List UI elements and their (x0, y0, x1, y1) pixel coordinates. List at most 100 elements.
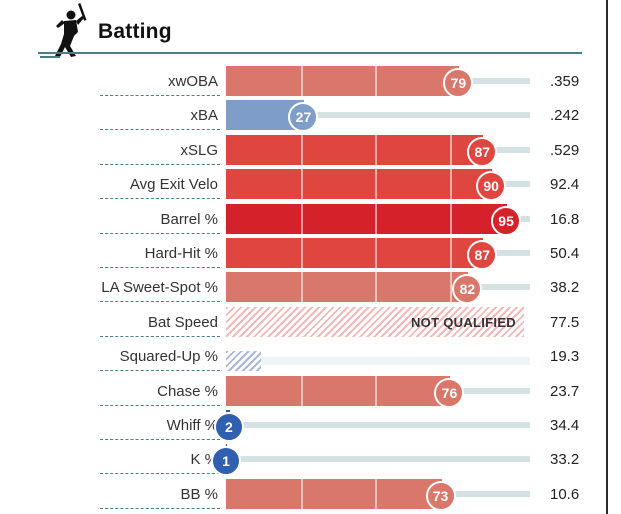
stat-label: xwOBA (167, 73, 218, 90)
row-separator (100, 198, 220, 200)
row-separator (100, 507, 220, 509)
quartile-divider (300, 134, 303, 165)
stat-row-hard-hit: Hard-Hit % 87 50.4 (0, 236, 606, 270)
quartile-divider (449, 169, 452, 200)
quartile-divider (375, 238, 377, 268)
percentile-bar (226, 66, 460, 96)
stat-label: Avg Exit Velo (129, 176, 218, 194)
unqualified-hatched-bar (226, 351, 261, 372)
stat-value: 19.3 (550, 348, 580, 366)
row-separator (100, 129, 220, 131)
section-title: Batting (98, 20, 172, 43)
percentile-badge: 87 (467, 136, 498, 167)
stat-label: LA Sweet-Spot % (101, 279, 218, 297)
stat-label: Squared-Up % (119, 348, 218, 366)
stat-value: 10.6 (550, 485, 580, 503)
stat-row-avg-exit-velo: Avg Exit Velo 90 92.4 (0, 167, 606, 202)
stat-row-barrel: Barrel % 95 16.8 (0, 202, 606, 236)
stat-label: Hard-Hit % (144, 245, 218, 262)
stat-row-bat-speed: Bat Speed NOT QUALIFIED 77.5 (0, 305, 606, 339)
row-separator (100, 301, 220, 303)
percentile-badge: 87 (467, 240, 498, 270)
row-separator (100, 370, 220, 372)
quartile-divider (300, 66, 303, 96)
percentile-badge: 1 (210, 446, 241, 477)
percentile-track (226, 456, 530, 463)
row-separator (100, 439, 220, 440)
quartile-divider (375, 169, 377, 200)
stat-row-la-sweet-spot: LA Sweet-Spot % 82 38.2 (0, 270, 606, 305)
row-separator (100, 163, 220, 165)
stat-label: xSLG (180, 141, 218, 159)
percentile-badge: 90 (476, 171, 507, 202)
stat-value: 92.4 (550, 176, 580, 194)
stat-value: .529 (550, 141, 580, 159)
stat-label: Bat Speed (147, 313, 218, 331)
percentile-badge: 82 (452, 274, 483, 305)
percentile-badge: 76 (434, 377, 465, 408)
quartile-divider (449, 134, 452, 165)
panel-border (606, 0, 608, 514)
stat-value: 33.2 (550, 451, 580, 469)
stat-label: Chase % (157, 382, 218, 400)
quartile-divider (449, 203, 452, 234)
percentile-bar (226, 169, 493, 200)
quartile-divider (449, 238, 452, 268)
percentile-bar (226, 238, 484, 268)
stat-value: 38.2 (550, 279, 580, 297)
percentile-track (226, 422, 530, 428)
quartile-divider (375, 375, 377, 406)
stat-row-k: K % 1 33.2 (0, 442, 606, 477)
batter-silhouette-icon (40, 3, 87, 58)
stat-value: .242 (550, 107, 580, 125)
quartile-divider (300, 238, 303, 268)
quartile-divider (375, 272, 377, 303)
percentile-bar (226, 203, 508, 234)
stat-value: 16.8 (550, 210, 580, 228)
row-separator (100, 232, 220, 234)
stat-label: BB % (180, 485, 218, 503)
quartile-divider (300, 169, 303, 200)
quartile-divider (375, 66, 377, 96)
stat-value: 50.4 (550, 245, 580, 262)
quartile-divider (449, 272, 452, 303)
not-qualified-bar: NOT QUALIFIED (226, 306, 524, 337)
stat-row-squared-up: Squared-Up % 19.3 (0, 339, 606, 373)
percentile-badge: 73 (425, 480, 456, 511)
row-separator (100, 95, 220, 96)
quartile-divider (300, 375, 303, 406)
stat-value: 77.5 (550, 313, 580, 331)
quartile-divider (300, 203, 303, 234)
stat-value: .359 (550, 73, 580, 90)
row-separator (100, 404, 220, 406)
quartile-divider (375, 478, 377, 509)
percentile-track (261, 357, 530, 366)
stat-row-bb: BB % 73 10.6 (0, 477, 606, 511)
percentile-badge: 27 (288, 102, 319, 133)
percentile-badge: 79 (443, 68, 474, 98)
stat-row-xba: xBA 27 .242 (0, 98, 606, 133)
percentile-bar (226, 375, 451, 406)
percentile-bar (226, 272, 469, 303)
stat-label: Whiff % (166, 417, 218, 434)
quartile-divider (300, 272, 303, 303)
title-divider (38, 52, 582, 54)
quartile-divider (375, 134, 377, 165)
section-header: Batting (0, 0, 606, 60)
row-separator (100, 473, 220, 475)
percentile-badge: 2 (213, 412, 244, 442)
row-separator (100, 335, 220, 337)
stat-label: xBA (190, 107, 218, 125)
quartile-divider (375, 203, 377, 234)
stat-value: 23.7 (550, 382, 580, 400)
stat-row-chase: Chase % 76 23.7 (0, 374, 606, 408)
percentile-bar (226, 134, 484, 165)
stat-label: Barrel % (160, 210, 218, 228)
percentile-badge: 95 (491, 205, 522, 236)
not-qualified-label: NOT QUALIFIED (410, 314, 516, 330)
percentile-track (226, 112, 530, 119)
row-separator (100, 267, 220, 268)
stat-row-whiff: Whiff % 2 34.4 (0, 408, 606, 442)
quartile-divider (300, 478, 303, 509)
stat-value: 34.4 (550, 417, 580, 434)
